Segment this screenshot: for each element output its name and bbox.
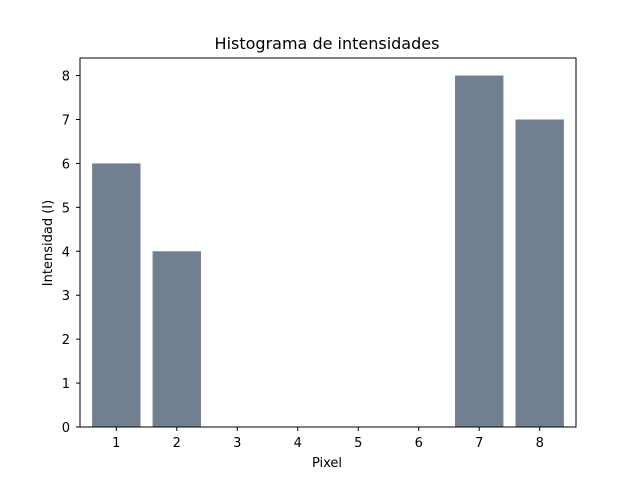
y-tick-label: 2 [62,333,70,348]
x-tick-label: 1 [112,436,120,451]
y-tick-label: 7 [62,114,70,129]
bar-pixel-2 [152,251,201,427]
x-tick-label: 8 [536,436,544,451]
y-tick-label: 1 [62,377,70,392]
y-tick-label: 3 [62,289,70,304]
x-tick-label: 7 [475,436,483,451]
y-tick-label: 0 [62,421,70,436]
y-axis-label: Intensidad (I) [41,200,56,286]
x-axis-label: Pixel [312,456,342,471]
x-tick-label: 4 [294,436,302,451]
y-tick-label: 5 [62,201,70,216]
plot-frame [79,57,577,428]
bar-pixel-1 [92,163,141,427]
x-tick-label: 6 [415,436,423,451]
x-tick-label: 5 [354,436,362,451]
x-tick-label: 2 [173,436,181,451]
bars-group [92,75,564,428]
bar-pixel-7 [455,75,504,428]
y-tick-label: 4 [62,245,70,260]
x-tick-label: 3 [233,436,241,451]
y-tick-label: 8 [62,70,70,85]
chart-title: Histograma de intensidades [215,34,440,53]
y-tick-label: 6 [62,157,70,172]
x-axis-ticks: 1 2 3 4 5 6 7 8 [112,427,544,451]
bar-pixel-8 [515,119,564,427]
y-axis-ticks: 0 1 2 3 4 5 6 7 8 [62,70,80,436]
